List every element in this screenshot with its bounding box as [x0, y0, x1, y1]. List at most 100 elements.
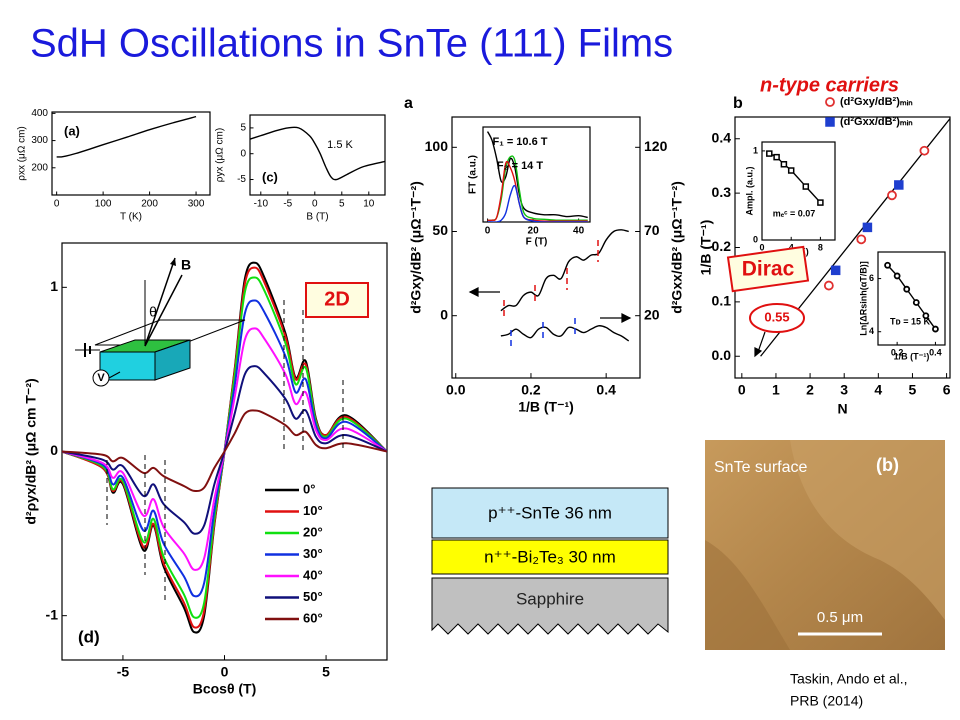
x-tick-label: 5 [322, 663, 330, 679]
plot-frame [51, 111, 211, 196]
x-tick-label: -10 [254, 199, 269, 210]
legend-label: 20° [303, 524, 323, 539]
y-tick-label: 0.3 [712, 184, 732, 200]
data-point [780, 161, 788, 168]
afm-terrace [790, 440, 945, 620]
legend-label: 50° [303, 589, 323, 604]
citation: PRB (2014) [790, 693, 863, 709]
annotation: mₑᶜ = 0.07 [773, 208, 816, 218]
panel-label: (a) [64, 123, 80, 138]
data-point [773, 153, 780, 161]
afm-terrace [705, 540, 790, 650]
legend-label: (d²Gxx/dB²)ₘᵢₙ [840, 116, 913, 128]
plot-panel: -5 0 5 -1 0 1 Bcosθ (T) d²ρyx/dB² (μΩ cm T⁻²) (d… [23, 242, 388, 697]
y-tick-label: 0 [440, 306, 448, 322]
data-point [802, 183, 810, 190]
x-tick-label: 40 [573, 226, 585, 237]
y-tick-label: 0 [240, 148, 246, 159]
annotation: F₁ = 10.6 T [493, 136, 548, 148]
x-axis-label: 1/B (T⁻¹) [518, 399, 574, 415]
x-axis-label: T (K) [120, 212, 142, 223]
x-tick-label: 4 [789, 242, 794, 252]
x-tick-label: 5 [339, 199, 345, 210]
plot-panel: 0 100 200 300 200 300 400 T (K) ρxx (μΩ cm) (a) [17, 108, 211, 223]
annotation: θ [149, 304, 157, 320]
slide-title: SdH Oscillations in SnTe (111) Films [30, 22, 673, 66]
data-point [903, 285, 911, 293]
series-line [250, 126, 385, 181]
y-tick-label: 200 [31, 162, 48, 173]
annotation-box [305, 282, 369, 318]
legend-label: 40° [303, 567, 323, 582]
x-tick-label: 2 [806, 381, 814, 397]
series-line [487, 184, 588, 222]
y-tick-label: 300 [31, 135, 48, 146]
y-axis-label: FT (a.u.) [468, 155, 479, 194]
x-tick-label: -5 [117, 663, 130, 679]
x-tick-label: 200 [141, 199, 158, 210]
y-tick-label: -1 [46, 606, 59, 622]
annotation: Dirac [742, 258, 795, 281]
x-tick-label: 0 [54, 199, 60, 210]
plot-panel: 0.2 0.4 4 6 1/B (T⁻¹) Ln[ΔRsinh(αT/B)] [858, 251, 946, 361]
plot-frame [761, 141, 836, 241]
data-point [919, 145, 930, 156]
panel-label: (c) [262, 169, 278, 184]
x-tick-label: 0 [738, 381, 746, 397]
y-tick-label: 1 [50, 278, 58, 294]
data-point [862, 222, 873, 233]
legend-marker [825, 97, 835, 107]
dashed-guides [106, 300, 344, 600]
annotation-box [726, 245, 810, 293]
x-axis-label: F (T) [526, 237, 548, 248]
legend-label: 10° [303, 503, 323, 518]
plot-panel: 04801T (K)Ampl. (a.u.) [744, 141, 836, 256]
x-tick-label: 0.0 [446, 381, 466, 397]
y2-tick-label: 120 [644, 138, 668, 154]
x-axis-label: Bcosθ (T) [193, 681, 257, 697]
annotation: B [181, 257, 191, 273]
x-tick-label: 1 [772, 381, 780, 397]
data-point [932, 325, 939, 333]
data-point [893, 272, 901, 280]
y-tick-label: 100 [425, 138, 449, 154]
annotation: 1.5 K [327, 139, 353, 151]
plot-frame [482, 126, 591, 223]
x-tick-label: 10 [363, 199, 375, 210]
plot-panel: -10 -5 0 5 10 -5 0 5 B (T) ρyx (μΩ cm) (c) [215, 114, 386, 223]
plot-frame [249, 114, 386, 196]
x-axis-label: 1/B (T⁻¹) [894, 351, 930, 361]
legend-label: 30° [303, 546, 323, 561]
panel-label: b [733, 95, 743, 112]
x-tick-label: -5 [283, 199, 292, 210]
y-tick-label: -5 [237, 174, 246, 185]
data-point [817, 199, 824, 206]
image-label: (b) [876, 455, 899, 475]
data-point [894, 180, 904, 190]
series-line [486, 131, 588, 219]
y-tick-label: 0 [50, 442, 58, 458]
layer-snte [431, 487, 669, 539]
layer-label: n⁺⁺-Bi₂Te₃ 30 nm [484, 547, 616, 566]
y2-tick-label: 20 [644, 306, 660, 322]
data-point [766, 150, 773, 157]
x-tick-label: 5 [909, 381, 917, 397]
y-tick-label: 0.2 [712, 238, 732, 254]
scale-label: 0.5 μm [817, 609, 863, 626]
legend-marker [825, 117, 835, 127]
y-axis-label: Ln[ΔRsinh(αT/B)] [858, 261, 868, 335]
data-point [856, 234, 867, 245]
x-tick-label: 100 [95, 199, 112, 210]
annotation: V [97, 372, 105, 384]
annotation: F₂ = 14 T [497, 160, 543, 172]
y-axis-label: ρxx (μΩ cm) [17, 126, 28, 180]
x-tick-label: 0 [759, 242, 764, 252]
x-tick-label: 0 [485, 226, 491, 237]
series-line [500, 325, 630, 342]
data-point [787, 167, 795, 174]
y-tick-label: 400 [31, 108, 48, 119]
x-tick-label: 0.4 [929, 347, 942, 357]
layer-sapphire [431, 577, 669, 635]
plot-panel: 0 20 40 F (T) FT (a.u.) [468, 126, 591, 248]
